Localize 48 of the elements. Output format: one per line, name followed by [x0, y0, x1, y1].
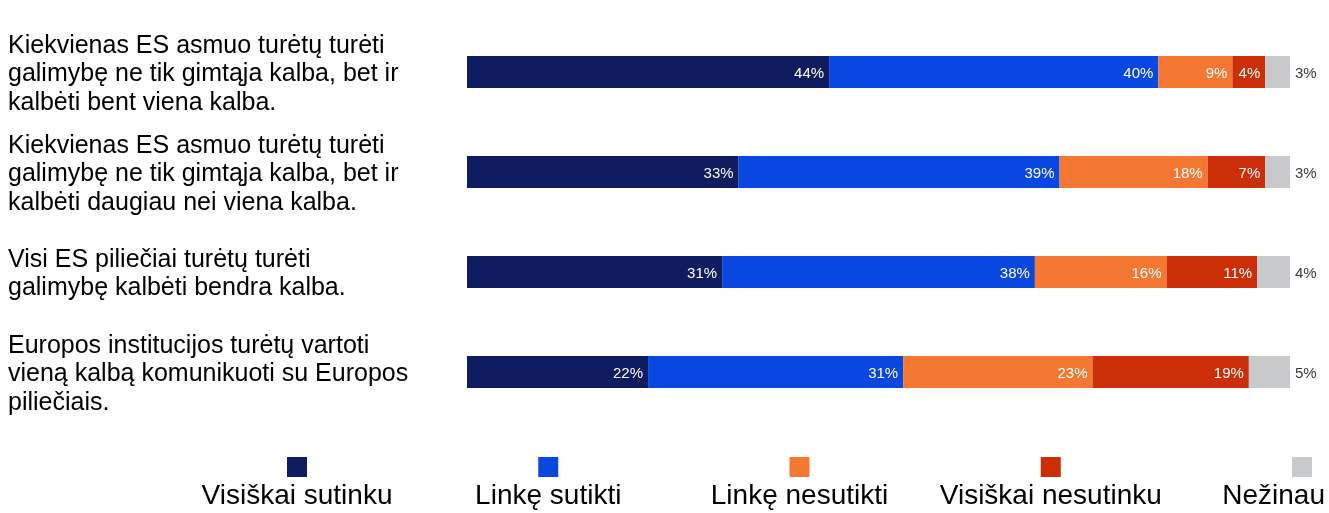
- data-label: 9%: [1205, 63, 1228, 81]
- data-label: 5%: [1295, 363, 1317, 381]
- bar: [1265, 56, 1290, 88]
- bar: [1166, 256, 1258, 288]
- data-label: 40%: [1123, 63, 1154, 81]
- bar: [1248, 356, 1290, 388]
- data-label: 4%: [1295, 263, 1317, 281]
- data-label: 18%: [1172, 163, 1203, 181]
- bar: [1207, 156, 1266, 188]
- data-label: 16%: [1131, 263, 1162, 281]
- legend-label: Linkę nesutikti: [710, 478, 889, 510]
- data-label: 23%: [1057, 363, 1088, 381]
- y-tick-label: Kiekvienas ES asmuo turėtų turėti galimybę ne tik gimtąja kalba, bet ir kalbėti bent viena kalba.: [8, 29, 406, 115]
- data-label: 11%: [1223, 263, 1253, 281]
- bar: [1265, 156, 1290, 188]
- data-label: 7%: [1238, 163, 1261, 181]
- legend-label: Nežinau: [1222, 478, 1325, 510]
- bar: [467, 256, 723, 288]
- data-label: 4%: [1238, 63, 1261, 81]
- bar: [648, 356, 904, 388]
- y-tick-label: Visi ES piliečiai turėtų turėti galimybę kalbėti bendra kalba.: [8, 243, 346, 301]
- bar: [1257, 256, 1290, 288]
- data-label: 3%: [1295, 163, 1317, 181]
- bar: [1034, 256, 1167, 288]
- data-label: 31%: [868, 363, 899, 381]
- bar: [903, 356, 1093, 388]
- data-label: 22%: [613, 363, 644, 381]
- data-label: 44%: [794, 63, 825, 81]
- data-label: 31%: [687, 263, 718, 281]
- bar: [467, 356, 649, 388]
- data-label: 19%: [1213, 363, 1244, 381]
- data-label: 39%: [1024, 163, 1055, 181]
- data-label: 38%: [999, 263, 1030, 281]
- bar: [1158, 56, 1233, 88]
- legend-label: Visiškai nesutinku: [939, 478, 1162, 510]
- bar: [1092, 356, 1249, 388]
- bar: [722, 256, 1035, 288]
- legend-label: Visiškai sutinku: [201, 478, 393, 510]
- bar: [829, 56, 1159, 88]
- bar: [467, 56, 830, 88]
- data-label: 33%: [703, 163, 734, 181]
- legend-label: Linkę sutikti: [475, 478, 622, 510]
- bar: [738, 156, 1060, 188]
- bar: [1059, 156, 1208, 188]
- y-tick-label: Kiekvienas ES asmuo turėtų turėti galimybę ne tik gimtąja kalba, bet ir kalbėti daugiau nei viena kalba.: [8, 129, 406, 215]
- data-label: 3%: [1295, 63, 1317, 81]
- bar: [467, 156, 739, 188]
- y-tick-label: Europos institucijos turėtų vartoti vieną kalbą komunikuoti su Europos piliečiais.: [8, 329, 416, 415]
